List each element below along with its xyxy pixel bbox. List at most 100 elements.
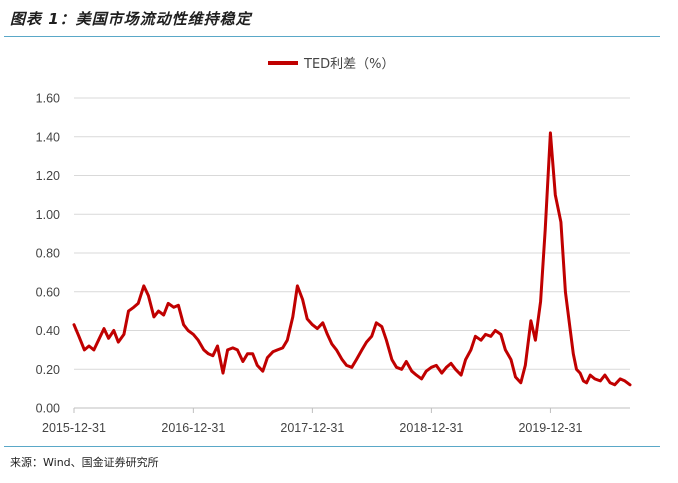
data-point (251, 352, 254, 355)
figure-title: 图表 1：美国市场流动性维持稳定 (10, 10, 252, 28)
data-point (489, 335, 492, 338)
data-point (484, 333, 487, 336)
y-tick-label: 1.40 (36, 130, 60, 144)
figure-source: 来源：Wind、国金证券研究所 (10, 456, 159, 469)
data-point (221, 371, 225, 375)
data-point (216, 344, 219, 348)
legend-label-ted-spread: TED利差（%） (303, 57, 395, 72)
data-point (127, 309, 130, 313)
data-point (430, 366, 433, 369)
data-point (509, 358, 513, 361)
data-point (474, 335, 477, 338)
data-point (236, 348, 239, 352)
data-point (585, 381, 588, 384)
data-point (578, 371, 582, 375)
data-point (316, 327, 319, 330)
data-point (524, 364, 527, 367)
data-point (549, 131, 552, 135)
data-point (122, 333, 126, 336)
grid-layer (74, 97, 630, 409)
data-point (569, 329, 572, 332)
data-point (623, 379, 626, 383)
data-point (534, 339, 537, 342)
data-point (147, 294, 150, 297)
data-point (83, 348, 86, 352)
data-point (385, 339, 388, 342)
data-point (425, 370, 428, 373)
data-point (291, 315, 294, 319)
data-point (514, 375, 517, 379)
data-point (281, 346, 284, 350)
x-tick-label: 2018-12-31 (399, 421, 463, 435)
data-point (445, 366, 448, 369)
data-point (435, 364, 438, 367)
data-point (335, 348, 338, 352)
data-point (167, 302, 170, 305)
data-point (137, 302, 140, 305)
data-point (182, 323, 185, 326)
data-point (410, 370, 413, 373)
data-point (226, 348, 229, 352)
data-point (575, 368, 578, 371)
series-line-ted-spread (72, 131, 632, 387)
data-point (301, 298, 304, 301)
data-point (152, 315, 156, 319)
data-point (261, 370, 264, 373)
data-point (246, 352, 249, 355)
data-point (554, 193, 557, 197)
data-point (87, 344, 91, 348)
data-point (340, 358, 344, 361)
data-point (613, 383, 616, 386)
data-point (112, 329, 116, 332)
data-point (330, 342, 334, 346)
data-point (628, 383, 632, 386)
data-point (102, 327, 106, 330)
data-point (572, 352, 575, 355)
data-point (117, 340, 120, 344)
data-point (202, 348, 205, 352)
x-tick-label: 2015-12-31 (42, 421, 106, 435)
data-point (92, 348, 96, 352)
data-point (469, 348, 473, 352)
data-point (231, 346, 234, 350)
data-point (494, 329, 497, 332)
y-tick-label: 1.00 (36, 208, 60, 222)
data-point (97, 339, 100, 342)
data-point (390, 358, 394, 361)
data-point (593, 377, 596, 381)
data-point (326, 333, 329, 336)
data-point (564, 290, 567, 293)
y-axis: 0.00 0.20 0.40 0.60 0.80 1.00 1.20 1.40 1.60 (36, 92, 60, 416)
data-point (186, 329, 190, 332)
data-point (519, 381, 522, 384)
data-point (107, 337, 110, 340)
data-point (375, 321, 378, 324)
data-point (197, 339, 200, 342)
data-point (360, 348, 364, 352)
y-tick-label: 0.40 (36, 324, 60, 338)
data-point (380, 325, 383, 328)
data-point (241, 360, 245, 363)
data-point (449, 362, 453, 365)
data-point (529, 319, 533, 322)
x-tick-label: 2019-12-31 (518, 421, 582, 435)
data-point (296, 284, 299, 288)
y-tick-label: 0.00 (36, 402, 60, 416)
data-point (271, 350, 275, 353)
y-tick-label: 0.20 (36, 363, 60, 377)
data-point (559, 220, 563, 224)
legend[interactable]: TED利差（%） (268, 57, 395, 72)
data-point (77, 335, 81, 338)
data-point (539, 300, 542, 303)
data-point (177, 304, 180, 307)
data-point (415, 373, 418, 377)
data-point (420, 377, 423, 381)
data-point (207, 352, 210, 355)
data-point (400, 368, 403, 371)
data-point (395, 366, 398, 369)
y-tick-label: 1.60 (36, 92, 60, 106)
ted-spread-chart: 0.00 0.20 0.40 0.60 0.80 1.00 1.20 1.40 1.60 201… (36, 57, 632, 435)
bottom-rule (4, 446, 660, 447)
data-point (142, 284, 145, 288)
data-point (544, 228, 547, 231)
